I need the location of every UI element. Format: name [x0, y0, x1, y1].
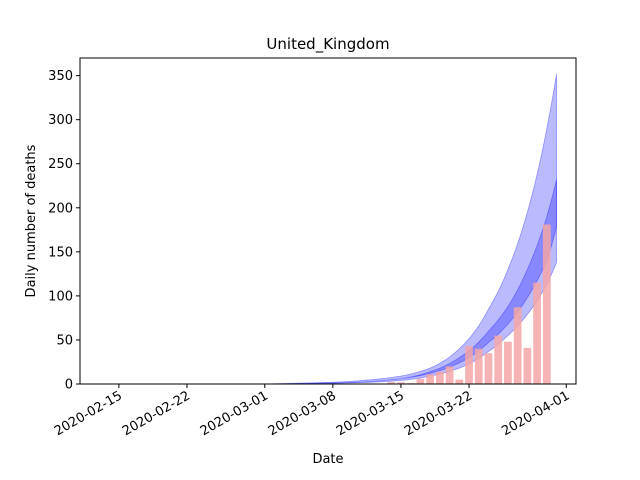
bar-2020-03-15 [397, 382, 405, 384]
y-tick-label: 50 [56, 333, 73, 348]
bar-2020-03-27 [513, 307, 522, 384]
bar-2020-03-30 [542, 224, 551, 384]
y-tick-label: 150 [48, 245, 73, 260]
y-tick-label: 100 [48, 289, 73, 304]
bar-2020-03-21 [455, 379, 464, 384]
bar-2020-03-18 [426, 374, 435, 384]
x-axis-label: Date [312, 452, 343, 467]
bar-2020-03-28 [523, 347, 532, 384]
plot-frame [79, 57, 577, 385]
bar-2020-03-23 [474, 348, 483, 384]
y-axis-ticks: 0 50 100 150 200 250 300 350 [48, 69, 80, 393]
bar-2020-03-19 [435, 371, 444, 384]
y-tick-label: 200 [48, 201, 73, 216]
y-tick-label: 250 [48, 157, 73, 172]
bar-2020-03-26 [504, 341, 512, 384]
y-axis-label: Daily number of deaths [24, 144, 39, 297]
y-tick-label: 0 [65, 378, 73, 393]
y-tick-label: 300 [48, 113, 73, 128]
bar-2020-03-22 [465, 346, 473, 384]
y-tick-label: 350 [48, 69, 73, 84]
daily-deaths-bars [387, 224, 551, 384]
bar-2020-03-20 [445, 366, 454, 384]
bar-2020-03-14 [387, 382, 396, 384]
chart-title: United_Kingdom [266, 35, 389, 54]
bar-2020-03-17 [416, 378, 425, 384]
bar-2020-03-29 [533, 282, 541, 384]
bar-2020-03-24 [484, 353, 493, 384]
bar-2020-03-25 [494, 335, 503, 384]
